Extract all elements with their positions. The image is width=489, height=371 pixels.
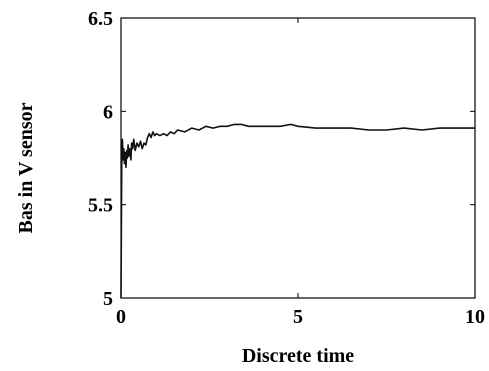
y-tick-label-6.5: 6.5: [88, 8, 113, 30]
x-tick-label-10: 10: [465, 306, 485, 328]
y-tick-label-6: 6: [103, 101, 113, 123]
y-axis-title: Bas in V sensor: [15, 102, 37, 233]
y-tick-label-5.5: 5.5: [88, 195, 113, 217]
plot-frame: [120, 17, 476, 299]
axis-ticks: [120, 17, 476, 299]
plot-area: [120, 17, 476, 299]
series-line: [120, 123, 475, 299]
x-tick-label-0: 0: [116, 306, 126, 328]
y-tick-label-5: 5: [103, 288, 113, 310]
x-axis-title: Discrete time: [242, 345, 354, 367]
x-tick-label-5: 5: [293, 306, 303, 328]
